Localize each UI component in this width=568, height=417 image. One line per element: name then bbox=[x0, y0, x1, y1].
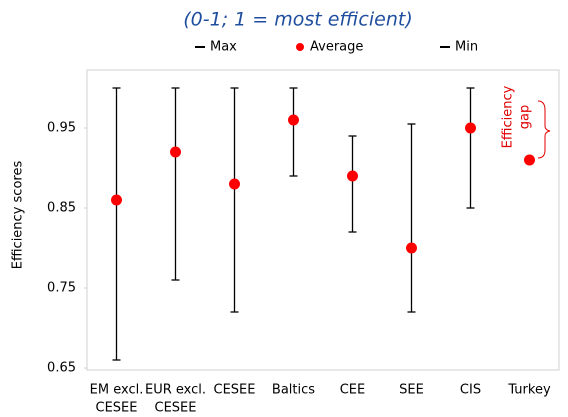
x-tick-label: CESEE bbox=[214, 383, 256, 398]
x-tick-label: CIS bbox=[460, 383, 481, 398]
x-tick-label: Turkey bbox=[507, 383, 551, 398]
average-dot bbox=[524, 154, 535, 166]
average-dot bbox=[288, 114, 299, 126]
average-dot bbox=[170, 146, 181, 158]
x-tick-label: CEE bbox=[340, 383, 366, 398]
legend-marker bbox=[296, 43, 304, 51]
average-dot bbox=[406, 242, 417, 254]
average-dot bbox=[229, 178, 240, 190]
y-tick-label: 0.75 bbox=[47, 281, 76, 296]
y-tick-label: 0.85 bbox=[47, 201, 76, 216]
x-tick-label: SEE bbox=[399, 383, 424, 398]
legend-label: Max bbox=[210, 40, 237, 55]
annotation-line: gap bbox=[518, 105, 533, 129]
average-dot bbox=[347, 170, 358, 182]
average-dot bbox=[465, 122, 476, 134]
y-axis-label: Efficiency scores bbox=[11, 161, 26, 270]
legend-label: Average bbox=[310, 40, 363, 55]
x-tick-label: EUR excl. bbox=[145, 383, 206, 398]
x-tick-label: CESEE bbox=[96, 401, 138, 416]
annotation-brace bbox=[537, 100, 551, 159]
y-tick-label: 0.95 bbox=[47, 121, 76, 136]
x-tick-label: Baltics bbox=[272, 383, 315, 398]
y-tick-label: 0.65 bbox=[47, 361, 76, 376]
legend-label: Min bbox=[455, 40, 478, 55]
chart-title: (0-1; 1 = most efficient) bbox=[183, 9, 413, 31]
annotation: Efficiency gap bbox=[501, 85, 551, 159]
plot-frame bbox=[86, 69, 560, 371]
x-tick-label: EM excl. bbox=[90, 383, 144, 398]
x-tick-label: CESEE bbox=[155, 401, 197, 416]
annotation-line: Efficiency bbox=[501, 85, 516, 148]
average-dot bbox=[111, 194, 122, 206]
